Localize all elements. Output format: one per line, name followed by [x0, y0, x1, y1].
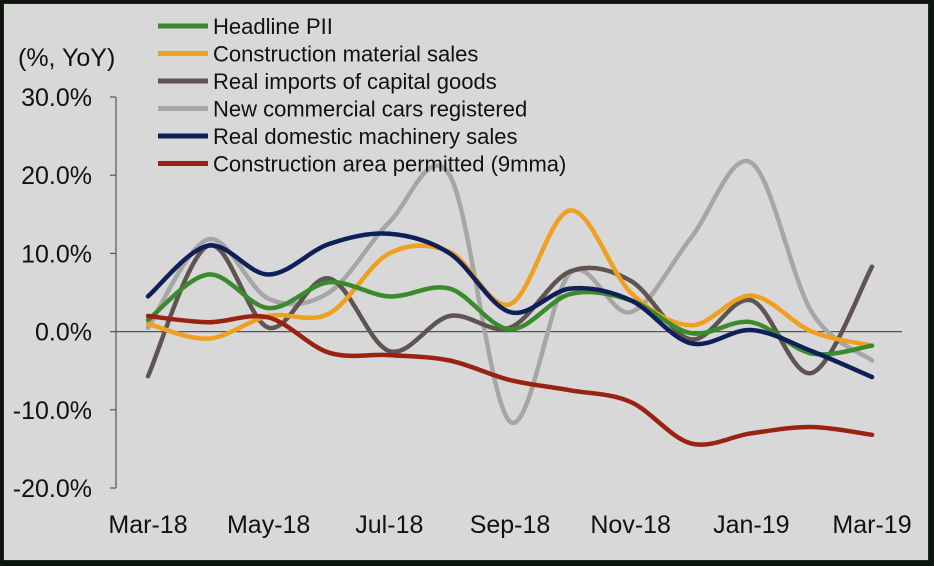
series-line-4 [145, 158, 875, 425]
x-tick-label: Nov-18 [590, 511, 671, 539]
legend-label: Construction area permitted (9mma) [213, 152, 566, 177]
legend-label: Real imports of capital goods [213, 69, 497, 94]
axes: 30.0% 20.0% 10.0% 0.0% -10.0% -20.0% Mar-18 May… [13, 84, 912, 539]
x-tick-label: Mar-18 [108, 511, 187, 539]
series-line-2 [145, 208, 875, 348]
series-line-6 [145, 313, 875, 447]
legend-label: Headline PII [213, 14, 333, 39]
series-lines [145, 158, 875, 447]
series-line-1 [145, 272, 875, 357]
y-tick-label: 30.0% [21, 84, 92, 112]
x-tick-label: Sep-18 [470, 511, 551, 539]
x-tick-label: May-18 [227, 511, 310, 539]
x-tick-label: Mar-19 [832, 511, 911, 539]
legend-label: New commercial cars registered [213, 97, 527, 122]
legend-label: Construction material sales [213, 42, 478, 67]
y-tick-label: -10.0% [13, 397, 92, 425]
y-tick-label: 0.0% [35, 319, 92, 347]
y-tick-label: 10.0% [21, 240, 92, 268]
x-tick-label: Jul-18 [355, 511, 423, 539]
y-tick-label: -20.0% [13, 475, 92, 503]
chart-frame [3, 3, 929, 561]
y-axis-label: (%, YoY) [18, 44, 115, 72]
y-tick-label: 20.0% [21, 162, 92, 190]
x-tick-label: Jan-19 [713, 511, 789, 539]
series-line-5 [145, 231, 875, 380]
legend-label: Real domestic machinery sales [213, 124, 517, 149]
